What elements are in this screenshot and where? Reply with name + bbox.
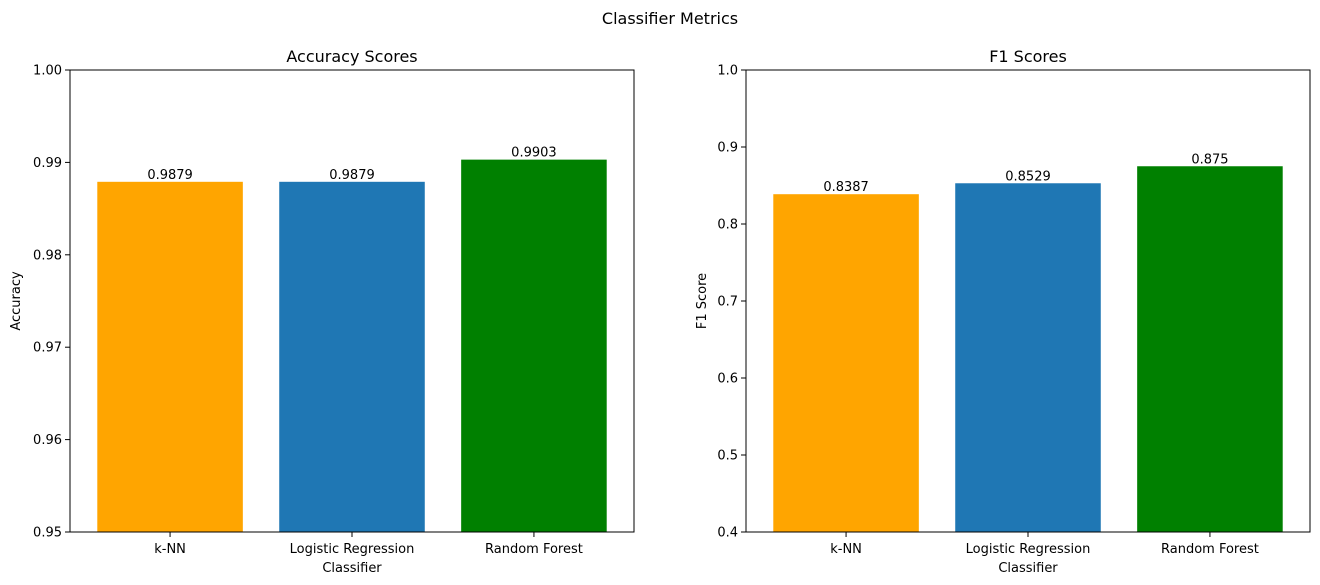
accuracy-y-tick-label-4: 0.99 bbox=[33, 156, 62, 171]
accuracy-y-tick-label-1: 0.96 bbox=[33, 433, 62, 448]
accuracy-y-axis-label: Accuracy bbox=[9, 271, 24, 331]
f1-y-tick-label-0: 0.4 bbox=[717, 526, 738, 541]
f1-axes-frame bbox=[745, 69, 1311, 533]
accuracy-x-tick-label-2: Random Forest bbox=[485, 542, 583, 557]
accuracy-x-tick-label-1: Logistic Regression bbox=[290, 542, 415, 557]
f1-chart: F1 Scores Classifier F1 Score 0.8387 0.85… bbox=[695, 47, 1311, 576]
accuracy-plot-area: 0.9879 0.9879 0.9903 0.95 0.96 0.97 0.98 0.99 1.… bbox=[33, 64, 635, 557]
accuracy-chart: Accuracy Scores Classifier Accuracy 0.98… bbox=[9, 47, 635, 576]
f1-x-axis-label: Classifier bbox=[998, 561, 1058, 576]
f1-bar-value-label-0: 0.8387 bbox=[823, 180, 869, 195]
f1-x-tick-label-2: Random Forest bbox=[1161, 542, 1259, 557]
accuracy-bar-value-label-0: 0.9879 bbox=[147, 168, 193, 183]
f1-bar-2 bbox=[1137, 166, 1283, 532]
f1-x-tick-label-0: k-NN bbox=[830, 542, 862, 557]
f1-y-tick-label-4: 0.8 bbox=[717, 218, 738, 233]
accuracy-bar-1 bbox=[279, 181, 425, 532]
accuracy-bar-0 bbox=[97, 181, 243, 532]
figure-suptitle: Classifier Metrics bbox=[602, 9, 738, 28]
accuracy-bar-2 bbox=[461, 159, 607, 533]
accuracy-y-tick-label-5: 1.00 bbox=[33, 64, 62, 79]
f1-plot-area: 0.8387 0.8529 0.875 0.4 0.5 0.6 0.7 0.8 0.9 1.0 k-… bbox=[717, 64, 1311, 557]
f1-y-axis-label: F1 Score bbox=[695, 273, 710, 329]
accuracy-chart-title: Accuracy Scores bbox=[286, 47, 417, 66]
f1-x-tick-label-1: Logistic Regression bbox=[966, 542, 1091, 557]
f1-bar-value-label-1: 0.8529 bbox=[1005, 169, 1051, 184]
f1-y-tick-label-2: 0.6 bbox=[717, 372, 738, 387]
f1-y-tick-label-5: 0.9 bbox=[717, 141, 738, 156]
f1-y-tick-label-1: 0.5 bbox=[717, 449, 738, 464]
accuracy-axes-frame bbox=[69, 69, 635, 533]
accuracy-bar-value-label-1: 0.9879 bbox=[329, 168, 375, 183]
accuracy-x-axis-label: Classifier bbox=[322, 561, 382, 576]
accuracy-y-tick-label-0: 0.95 bbox=[33, 526, 62, 541]
f1-bar-0 bbox=[773, 194, 919, 533]
f1-chart-title: F1 Scores bbox=[989, 47, 1067, 66]
f1-bar-value-label-2: 0.875 bbox=[1191, 152, 1228, 167]
accuracy-bar-value-label-2: 0.9903 bbox=[511, 146, 557, 161]
accuracy-y-tick-label-3: 0.98 bbox=[33, 248, 62, 263]
accuracy-x-tick-label-0: k-NN bbox=[154, 542, 186, 557]
accuracy-y-tick-label-2: 0.97 bbox=[33, 341, 62, 356]
f1-y-tick-label-3: 0.7 bbox=[717, 295, 738, 310]
f1-bar-1 bbox=[955, 183, 1101, 532]
f1-y-tick-label-6: 1.0 bbox=[717, 64, 738, 79]
